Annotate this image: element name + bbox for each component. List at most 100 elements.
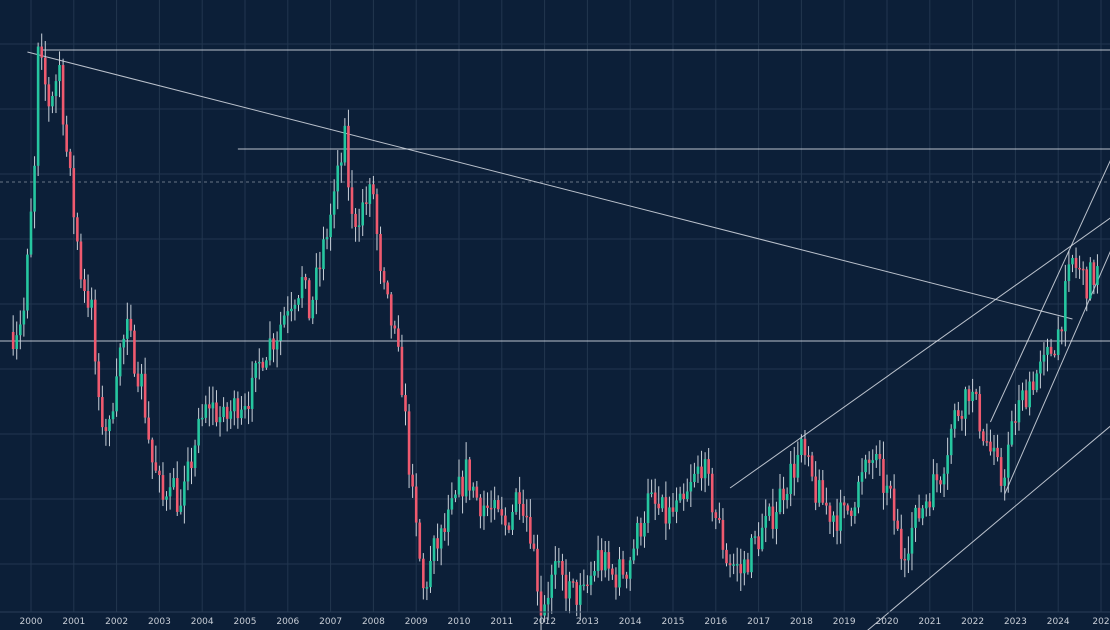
candle-down[interactable] [803, 430, 807, 465]
candle-down[interactable] [536, 534, 539, 606]
candle-up[interactable] [265, 356, 268, 370]
candle-up[interactable] [753, 530, 757, 545]
candle-up[interactable] [964, 386, 967, 436]
candle-up[interactable] [636, 516, 639, 556]
candle-down[interactable] [571, 578, 575, 588]
candle-up[interactable] [172, 468, 175, 490]
candle-up[interactable] [329, 203, 332, 251]
candle-up[interactable] [368, 177, 372, 217]
candle-up[interactable] [543, 595, 546, 623]
candle-up[interactable] [340, 152, 343, 183]
candle-up[interactable] [546, 581, 550, 621]
candle-up[interactable] [511, 504, 514, 536]
candle-down[interactable] [725, 543, 728, 567]
candle-up[interactable] [211, 386, 215, 426]
candle-up[interactable] [593, 560, 596, 582]
candle-up[interactable] [279, 311, 282, 356]
candle-down[interactable] [154, 445, 158, 474]
candle-down[interactable] [614, 567, 618, 600]
candle-up[interactable] [875, 445, 878, 468]
candle-up[interactable] [432, 535, 436, 574]
candle-down[interactable] [143, 357, 147, 424]
candle-down[interactable] [43, 41, 47, 101]
candle-down[interactable] [967, 385, 971, 415]
candle-down[interactable] [500, 496, 504, 525]
candle-up[interactable] [914, 504, 917, 542]
drawings[interactable] [0, 49, 1110, 630]
candle-down[interactable] [97, 353, 101, 411]
candle-up[interactable] [760, 513, 764, 552]
candle-down[interactable] [436, 523, 439, 562]
candle-down[interactable] [389, 292, 393, 339]
candle-up[interactable] [946, 437, 949, 490]
candle-up[interactable] [885, 474, 889, 506]
candle-up[interactable] [471, 482, 475, 498]
candle-down[interactable] [657, 486, 661, 515]
candle-up[interactable] [992, 435, 996, 466]
candle-up[interactable] [582, 569, 586, 591]
candle-up[interactable] [764, 499, 768, 543]
candle-up[interactable] [550, 564, 554, 614]
candle-up[interactable] [336, 150, 340, 210]
candle-up[interactable] [229, 400, 233, 429]
candle-up[interactable] [122, 334, 126, 365]
candle-up[interactable] [268, 321, 272, 366]
candle-down[interactable] [175, 461, 179, 517]
candle-up[interactable] [26, 248, 29, 319]
candle-down[interactable] [957, 401, 960, 422]
candle-up[interactable] [1039, 350, 1042, 389]
candle-down[interactable] [307, 278, 311, 321]
candle-up[interactable] [1017, 384, 1021, 431]
candle-down[interactable] [821, 470, 825, 505]
trend-line[interactable] [989, 142, 1110, 423]
candle-up[interactable] [322, 226, 325, 281]
candle-up[interactable] [732, 553, 735, 575]
candle-down[interactable] [1085, 266, 1089, 312]
candle-up[interactable] [853, 501, 857, 524]
candle-down[interactable] [867, 451, 871, 475]
candle-up[interactable] [33, 156, 36, 229]
candle-up[interactable] [778, 474, 782, 515]
candle-down[interactable] [93, 289, 97, 375]
candle-down[interactable] [372, 175, 375, 200]
candle-up[interactable] [775, 501, 778, 545]
candle-down[interactable] [825, 487, 828, 515]
candle-down[interactable] [707, 448, 710, 486]
candle-down[interactable] [61, 58, 65, 136]
candle-up[interactable] [140, 363, 143, 400]
candle-down[interactable] [889, 480, 892, 499]
candle-down[interactable] [985, 423, 989, 447]
candle-down[interactable] [379, 226, 382, 284]
candle-down[interactable] [899, 514, 903, 570]
candle-down[interactable] [721, 508, 725, 559]
candle-down[interactable] [710, 467, 714, 522]
candle-down[interactable] [247, 391, 250, 425]
candle-down[interactable] [521, 489, 525, 523]
candle-down[interactable] [375, 188, 379, 251]
candle-up[interactable] [632, 539, 636, 564]
candle-up[interactable] [450, 482, 454, 515]
candle-up[interactable] [447, 494, 450, 546]
candle-down[interactable] [1081, 261, 1085, 285]
candle-up[interactable] [429, 545, 432, 593]
candle-up[interactable] [282, 306, 286, 328]
candle-down[interactable] [664, 481, 668, 540]
candle-up[interactable] [1042, 342, 1046, 376]
candle-up[interactable] [240, 396, 243, 425]
candle-up[interactable] [743, 550, 746, 586]
candle-up[interactable] [22, 297, 26, 337]
candle-down[interactable] [461, 470, 464, 514]
candle-down[interactable] [40, 33, 43, 70]
trend-line[interactable] [866, 419, 1110, 630]
trend-line[interactable] [27, 51, 1073, 320]
candle-down[interactable] [989, 429, 992, 456]
candle-up[interactable] [200, 404, 204, 427]
candle-up[interactable] [857, 475, 860, 514]
candle-up[interactable] [286, 296, 290, 334]
candle-up[interactable] [557, 547, 561, 568]
candle-down[interactable] [272, 333, 275, 363]
candle-down[interactable] [1074, 247, 1078, 279]
candle-down[interactable] [468, 456, 471, 501]
candle-up[interactable] [165, 491, 168, 511]
candle-down[interactable] [350, 170, 354, 229]
